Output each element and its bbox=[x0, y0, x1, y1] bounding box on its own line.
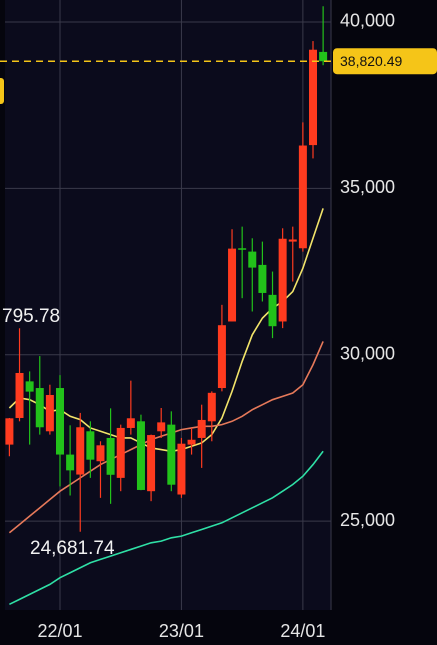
candle-body bbox=[217, 325, 226, 389]
candle-body bbox=[207, 392, 216, 422]
candle-body bbox=[147, 435, 156, 492]
candle-body bbox=[45, 394, 54, 432]
y-tick-label: 30,000 bbox=[340, 344, 395, 364]
x-tick-label: 22/01 bbox=[37, 621, 82, 641]
candle-body bbox=[86, 431, 95, 460]
candle-body bbox=[5, 418, 14, 445]
high-annotation: 795.78 bbox=[2, 306, 60, 327]
candle-body bbox=[66, 454, 75, 471]
candle-body bbox=[35, 388, 44, 428]
candle-body bbox=[268, 294, 277, 327]
x-tick-label: 23/01 bbox=[159, 621, 204, 641]
candle-body bbox=[167, 424, 176, 485]
candle-body bbox=[228, 248, 237, 322]
low-annotation: 24,681.74 bbox=[30, 538, 115, 559]
candle-body bbox=[136, 421, 145, 490]
candle-body bbox=[319, 51, 328, 62]
marks bbox=[0, 6, 333, 606]
last-price-label: 38,820.49 bbox=[340, 53, 402, 69]
x-tick-label: 24/01 bbox=[280, 621, 325, 641]
candle-body bbox=[96, 445, 105, 462]
candle-body bbox=[157, 422, 166, 432]
y-tick-label: 35,000 bbox=[340, 177, 395, 197]
candle-body bbox=[187, 439, 196, 445]
candle-body bbox=[116, 427, 125, 478]
candle-body bbox=[258, 264, 267, 293]
grid bbox=[5, 0, 332, 610]
candle-body bbox=[56, 388, 64, 455]
candle-body bbox=[278, 238, 287, 322]
y-tick-label: 40,000 bbox=[340, 11, 395, 31]
candle-body bbox=[15, 372, 24, 418]
y-tick-label: 25,000 bbox=[340, 510, 395, 530]
candle-body bbox=[126, 418, 135, 428]
moving-average-line bbox=[9, 450, 324, 606]
candle-body bbox=[177, 443, 186, 495]
labels: 25,000 30,000 35,000 40,000 22/01 23/01 24/01 3… bbox=[2, 11, 437, 641]
candle-body bbox=[106, 437, 115, 475]
candle-body bbox=[248, 251, 257, 268]
candle-body bbox=[288, 239, 297, 242]
candle-body bbox=[309, 49, 317, 146]
candle-body bbox=[238, 248, 247, 250]
candle-body bbox=[25, 381, 34, 392]
last-price-box bbox=[333, 48, 437, 75]
moving-average-line bbox=[8, 341, 324, 534]
candle-body bbox=[197, 419, 206, 438]
candle-body bbox=[76, 427, 85, 475]
left-price-tab bbox=[0, 78, 4, 104]
candle-body bbox=[298, 145, 307, 249]
